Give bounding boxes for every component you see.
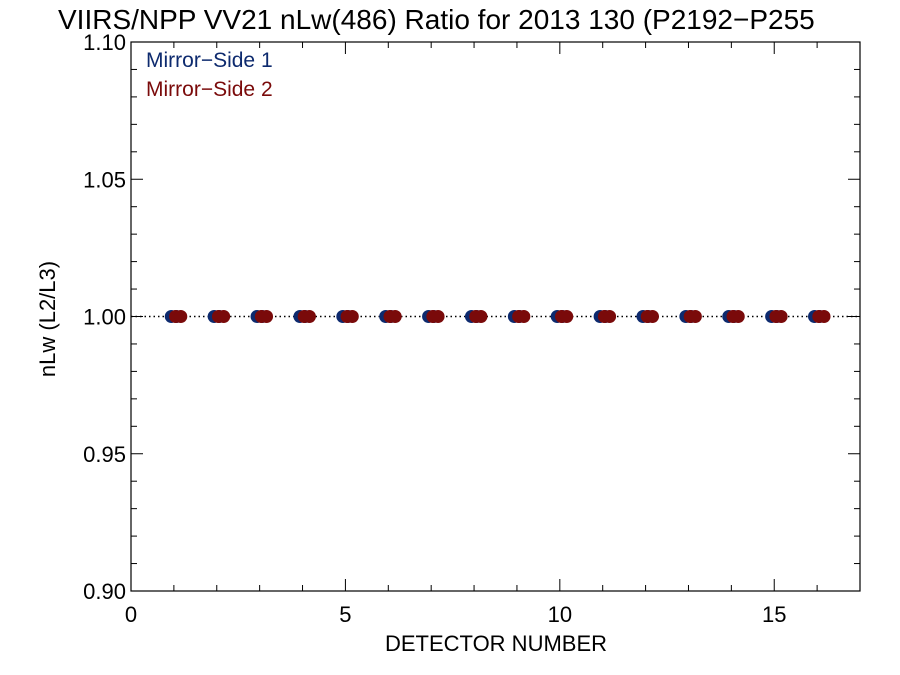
data-point-series-2 [560, 310, 574, 323]
x-axis-label: DETECTOR NUMBER [385, 631, 607, 656]
legend: Mirror−Side 1 Mirror−Side 2 [146, 49, 273, 101]
x-tick-label: 0 [125, 602, 137, 627]
data-point-series-2 [603, 310, 617, 323]
x-axis: 0 5 10 15 [125, 42, 861, 627]
data-point-series-2 [174, 310, 188, 323]
y-tick-label: 1.10 [83, 30, 126, 55]
y-axis-label: nLw (L2/L3) [35, 261, 60, 377]
data-point-series-2 [517, 310, 531, 323]
y-tick-label: 0.95 [83, 442, 126, 467]
y-tick-label: 1.05 [83, 167, 126, 192]
x-tick-label: 5 [339, 602, 351, 627]
y-axis: 0.90 0.95 1.00 1.05 1.10 [83, 30, 860, 604]
data-point-series-2 [474, 310, 488, 323]
data-point-series-2 [731, 310, 745, 323]
y-tick-label: 0.90 [83, 579, 126, 604]
data-point-series-2 [817, 310, 831, 323]
legend-entry-series-1: Mirror−Side 1 [146, 49, 273, 72]
x-tick-label: 10 [548, 602, 572, 627]
y-tick-label: 1.00 [83, 305, 126, 330]
plot-area: 0 5 10 15 0.90 0.95 1.00 1.05 1.10 [83, 30, 861, 627]
data-point-series-2 [217, 310, 231, 323]
data-point-series-2 [302, 310, 316, 323]
data-point-series-2 [431, 310, 445, 323]
data-point-series-2 [645, 310, 659, 323]
chart-title: VIIRS/NPP VV21 nLw(486) Ratio for 2013 1… [58, 4, 815, 35]
data-point-series-2 [345, 310, 359, 323]
data-point-series-2 [260, 310, 274, 323]
data-point-series-2 [774, 310, 788, 323]
legend-entry-series-2: Mirror−Side 2 [146, 78, 273, 101]
data-point-series-2 [688, 310, 702, 323]
data-points [164, 310, 831, 323]
data-point-series-2 [388, 310, 402, 323]
x-tick-label: 15 [762, 602, 786, 627]
